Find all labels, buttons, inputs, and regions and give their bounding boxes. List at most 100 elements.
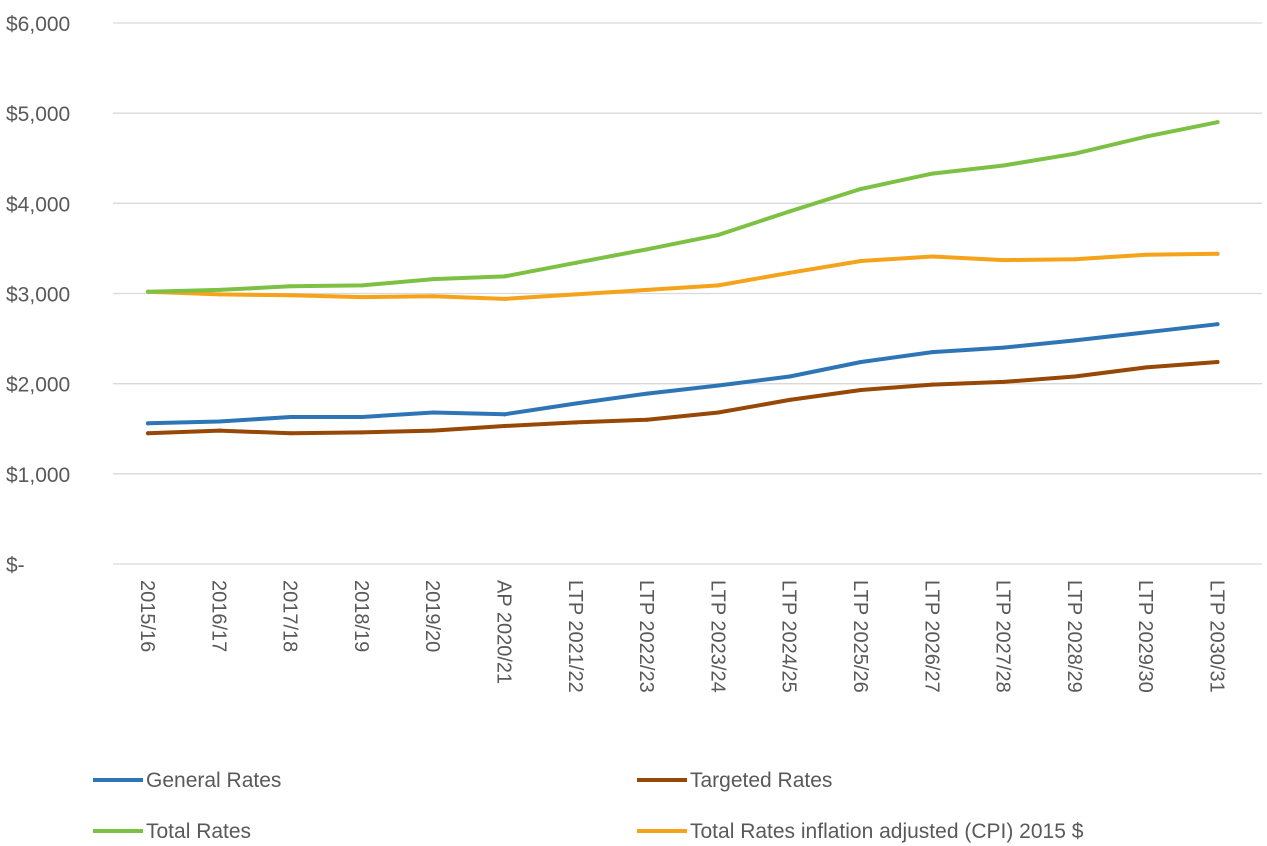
legend-label: General Rates [146, 769, 281, 792]
data-point [787, 374, 792, 379]
x-tick-label: LTP 2028/29 [1063, 580, 1085, 693]
data-point [146, 421, 150, 426]
data-point [645, 391, 650, 396]
data-point [146, 431, 150, 436]
data-point [359, 430, 364, 435]
series-layer [146, 120, 1220, 436]
data-point [859, 360, 863, 365]
x-axis-ticks: 2015/16 2016/17 2017/18 2018/19 2019/20 AP 20… [136, 580, 1228, 693]
data-point [502, 412, 507, 417]
data-point [1215, 120, 1220, 125]
data-point [930, 254, 935, 259]
data-point [930, 382, 935, 387]
x-tick-label: LTP 2029/30 [1134, 580, 1156, 693]
legend-label: Total Rates [146, 820, 251, 843]
data-point [645, 417, 650, 422]
x-tick-label: LTP 2023/24 [706, 580, 728, 693]
data-point [217, 292, 222, 297]
data-point [573, 420, 578, 425]
x-tick-label: LTP 2021/22 [564, 580, 586, 693]
data-point [787, 397, 792, 402]
series-1 [146, 360, 1220, 436]
data-point [1144, 330, 1149, 335]
data-point [645, 247, 650, 252]
data-point [573, 292, 578, 297]
series-0 [146, 322, 1220, 426]
data-point [502, 424, 507, 429]
data-point [1215, 251, 1220, 256]
data-point [716, 283, 721, 288]
data-point [502, 274, 507, 279]
series-line [146, 251, 1220, 301]
data-point [217, 428, 222, 433]
data-point [359, 295, 364, 300]
data-point [146, 289, 150, 294]
data-point [716, 232, 721, 237]
data-point [1215, 322, 1220, 327]
data-point [288, 293, 293, 298]
legend-item: Total Rates inflation adjusted (CPI) 201… [637, 820, 1084, 843]
data-point [359, 415, 364, 420]
data-point [431, 410, 436, 415]
y-tick-label: $3,000 [6, 284, 70, 307]
data-point [1215, 360, 1220, 365]
data-point [1072, 338, 1077, 343]
x-tick-label: 2016/17 [207, 580, 229, 652]
data-point [1072, 374, 1077, 379]
legend-item: General Rates [93, 769, 281, 792]
data-point [1144, 134, 1149, 139]
data-point [573, 260, 578, 265]
x-tick-label: LTP 2022/23 [635, 580, 657, 693]
legend-label: Total Rates inflation adjusted (CPI) 201… [690, 820, 1084, 843]
y-tick-label: $2,000 [6, 374, 70, 397]
x-tick-label: AP 2020/21 [493, 580, 515, 684]
data-point [716, 383, 721, 388]
series-2 [146, 120, 1220, 294]
data-point [1001, 258, 1006, 263]
data-point [502, 296, 507, 301]
data-point [716, 410, 721, 415]
series-line [146, 322, 1220, 426]
legend: General Rates Targeted Rates Total Rates To… [93, 769, 1084, 843]
x-tick-label: LTP 2027/28 [992, 580, 1014, 693]
data-point [359, 283, 364, 288]
data-point [288, 284, 293, 289]
data-point [1144, 252, 1149, 257]
series-line [146, 360, 1220, 436]
x-tick-label: 2018/19 [350, 580, 372, 652]
data-point [1072, 257, 1077, 262]
x-tick-label: LTP 2026/27 [920, 580, 942, 693]
legend-item: Total Rates [93, 820, 251, 843]
data-point [217, 287, 222, 292]
data-point [1001, 345, 1006, 350]
x-tick-label: LTP 2030/31 [1206, 580, 1228, 693]
data-point [288, 415, 293, 420]
data-point [930, 171, 935, 176]
x-tick-label: LTP 2024/25 [778, 580, 800, 693]
x-tick-label: 2015/16 [136, 580, 158, 652]
data-point [573, 401, 578, 406]
series-line [146, 120, 1220, 294]
grid-layer [113, 22, 1262, 565]
data-point [1001, 379, 1006, 384]
data-point [787, 270, 792, 275]
data-point [1001, 163, 1006, 168]
data-point [859, 186, 863, 191]
data-point [1072, 151, 1077, 156]
y-tick-label: $4,000 [6, 193, 70, 216]
data-point [431, 428, 436, 433]
data-point [859, 259, 863, 264]
data-point [217, 419, 222, 424]
y-tick-label: $5,000 [6, 103, 70, 126]
data-point [645, 287, 650, 292]
data-point [859, 387, 863, 392]
y-tick-label: $- [6, 554, 25, 577]
data-point [431, 277, 436, 282]
data-point [288, 431, 293, 436]
y-tick-label: $1,000 [6, 464, 70, 487]
legend-item: Targeted Rates [637, 769, 832, 792]
data-point [930, 350, 935, 355]
y-tick-label: $6,000 [6, 13, 70, 36]
